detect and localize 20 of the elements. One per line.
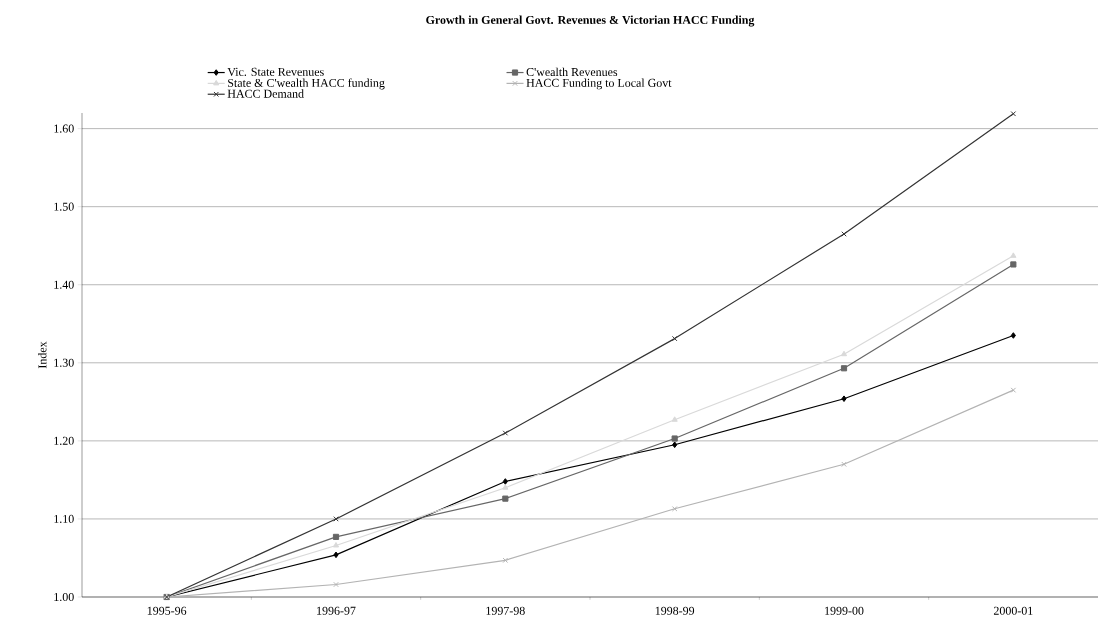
y-tick-label: 1.50 bbox=[54, 202, 74, 211]
y-tick-label: 1.20 bbox=[54, 436, 74, 445]
x-tick-label: 1996-97 bbox=[317, 606, 356, 615]
legend-label: HACC Funding to Local Govt bbox=[526, 78, 672, 90]
legend-label: C'wealth Revenues bbox=[526, 67, 618, 77]
y-tick-label: 1.60 bbox=[54, 124, 74, 133]
chart-title: Growth in General Govt. Revenues & Victorian HACC Funding bbox=[426, 15, 755, 27]
y-axis-title: Index bbox=[38, 341, 47, 369]
y-tick-label: 1.30 bbox=[54, 358, 74, 367]
x-tick-label: 1995-96 bbox=[147, 606, 187, 615]
legend-label: HACC Demand bbox=[227, 89, 304, 98]
x-tick-label: 1998-99 bbox=[655, 606, 695, 615]
x-tick-label: 1997-98 bbox=[486, 606, 525, 615]
y-tick-label: 1.10 bbox=[54, 514, 74, 523]
y-tick-label: 1.00 bbox=[54, 592, 74, 602]
x-tick-label: 2000-01 bbox=[993, 606, 1033, 615]
legend-label: Vic. State Revenues bbox=[227, 67, 324, 76]
legend-label: State & C'wealth HACC funding bbox=[228, 78, 385, 90]
x-tick-label: 1999-00 bbox=[825, 606, 864, 615]
y-tick-label: 1.40 bbox=[54, 280, 74, 289]
